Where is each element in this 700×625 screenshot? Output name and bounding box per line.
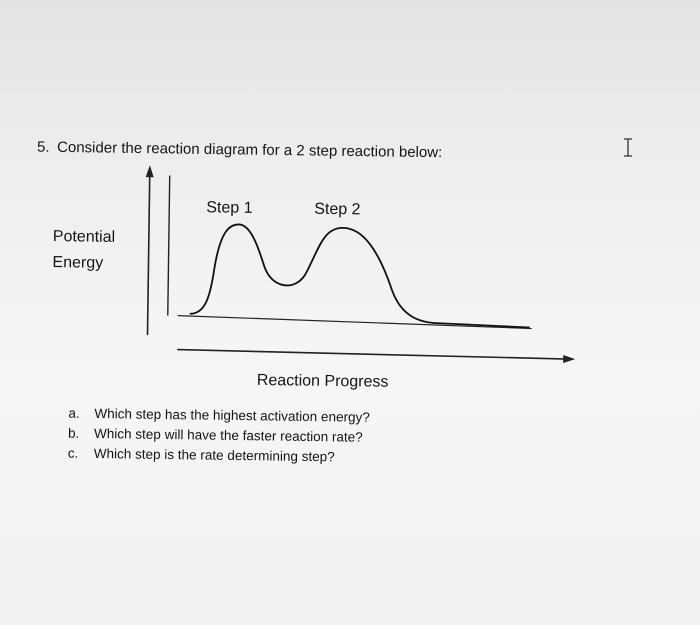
energy-curve bbox=[189, 223, 530, 329]
y-label: Potential bbox=[53, 228, 115, 246]
content: 5. Consider the reaction diagram for a 2… bbox=[37, 139, 576, 464]
step-label: Step 2 bbox=[314, 201, 361, 219]
subquestion-marker: a. bbox=[68, 406, 79, 421]
x-label: Reaction Progress bbox=[257, 372, 389, 391]
subquestion-marker: b. bbox=[68, 426, 79, 441]
step-label: Step 1 bbox=[206, 199, 253, 217]
question-number: 5. bbox=[37, 139, 50, 156]
subquestion-text: Which step is the rate determining step? bbox=[94, 446, 335, 464]
subquestion-text: Which step will have the faster reaction… bbox=[94, 426, 363, 445]
baseline bbox=[177, 314, 532, 330]
question-prompt: Consider the reaction diagram for a 2 st… bbox=[57, 139, 442, 161]
y-axis-arrow bbox=[145, 165, 154, 178]
text-cursor bbox=[624, 138, 632, 157]
subquestion-marker: c. bbox=[68, 446, 79, 461]
x-axis bbox=[177, 348, 568, 360]
y-axis-inner bbox=[167, 175, 171, 316]
y-axis bbox=[146, 171, 151, 336]
x-axis-arrow bbox=[563, 354, 576, 363]
y-label: Energy bbox=[52, 254, 103, 272]
subquestion-text: Which step has the highest activation en… bbox=[94, 406, 370, 425]
